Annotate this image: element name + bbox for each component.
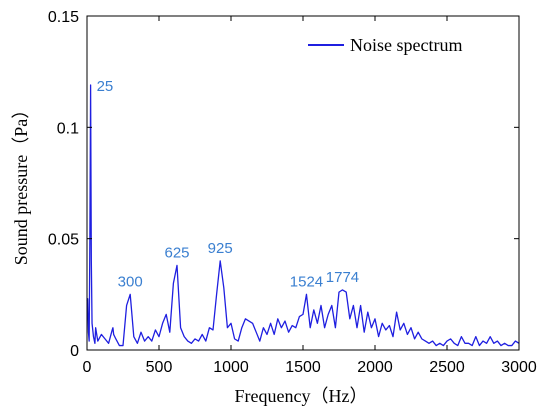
x-tick-label: 1000 xyxy=(213,359,249,376)
y-tick-label: 0 xyxy=(70,343,79,360)
x-tick-label: 2000 xyxy=(357,359,393,376)
peak-label-25: 25 xyxy=(97,78,114,95)
y-tick-label: 0.05 xyxy=(48,232,79,249)
series-layer xyxy=(86,84,520,347)
annotation-layer: 25 300 625 925 1524 1774 xyxy=(97,78,360,290)
plot-background xyxy=(87,16,519,350)
plot-area xyxy=(87,16,519,350)
x-tick-label: 1500 xyxy=(285,359,321,376)
x-axis-title: Frequency（Hz） xyxy=(235,386,368,406)
x-tick-label: 2500 xyxy=(429,359,465,376)
y-tick-label: 0.15 xyxy=(48,9,79,26)
series-line-noise-spectrum xyxy=(86,84,520,347)
legend: Noise spectrum xyxy=(300,30,512,60)
axes-layer: 0 500 1000 1500 2000 2500 3000 0 0.05 0.1 0.15 xyxy=(48,9,537,376)
peak-label-1774: 1774 xyxy=(326,269,359,286)
x-tick-label: 3000 xyxy=(501,359,537,376)
peak-label-300: 300 xyxy=(118,273,143,290)
x-tick-label: 500 xyxy=(146,359,173,376)
peak-label-1524: 1524 xyxy=(290,273,323,290)
peak-label-625: 625 xyxy=(164,244,189,261)
legend-label: Noise spectrum xyxy=(350,35,462,55)
peak-label-925: 925 xyxy=(208,240,233,257)
y-axis-title: Sound pressure（Pa） xyxy=(11,101,31,266)
x-tick-label: 0 xyxy=(83,359,92,376)
y-tick-label: 0.1 xyxy=(57,120,79,137)
